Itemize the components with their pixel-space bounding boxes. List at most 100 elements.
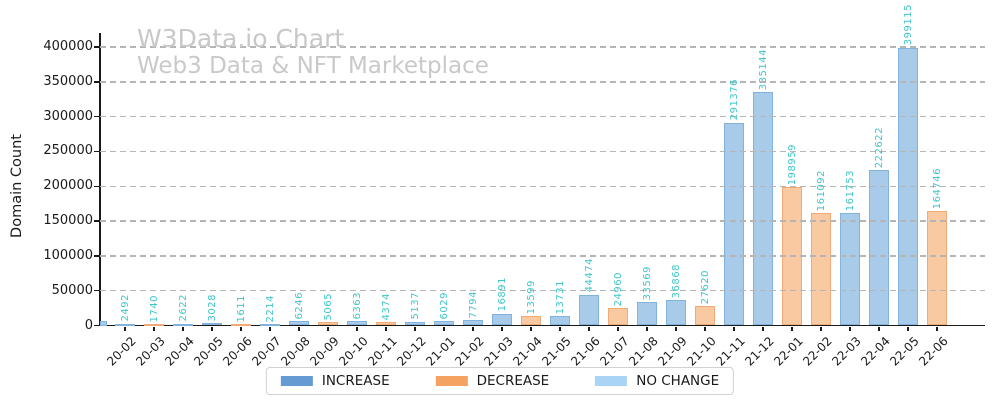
bar-value-label: 16891 [496,277,508,312]
x-tick-label: 21-06 [568,333,603,369]
y-tick-label: 350000 [43,73,93,89]
bar-22-06 [927,210,947,326]
bar-22-04 [869,170,889,326]
y-tick-mark [94,255,99,257]
bar-value-label: 27620 [699,269,711,305]
legend-swatch [595,376,628,386]
x-tick-label: 21-10 [684,333,719,369]
y-tick-label: 300000 [43,108,93,124]
bar-value-label: 6363 [351,291,363,320]
x-tick-mark [646,326,648,331]
x-tick-label: 20-02 [104,333,139,369]
x-tick-mark [298,326,300,331]
bar-20-04 [173,323,193,326]
bar-value-label: 44474 [583,258,595,293]
bar-value-label: 2492 [119,294,131,322]
bar-value-label: 1611 [235,294,247,323]
x-tick-label: 22-03 [829,333,864,369]
y-axis-spine [99,33,101,326]
gridline [100,150,985,153]
bar-value-label: 24960 [612,271,624,307]
bar-20-05 [202,323,222,326]
x-tick-label: 21-11 [713,333,748,369]
x-tick-mark [414,326,416,331]
x-tick-mark [762,326,764,331]
legend-label: NO CHANGE [636,373,720,389]
x-tick-label: 22-06 [916,333,951,369]
bar-21-11 [724,122,744,326]
x-tick-mark [936,326,938,331]
gridline [100,289,985,292]
x-axis-spine [99,324,985,327]
x-tick-mark [675,326,677,331]
x-tick-mark [820,326,822,331]
bar-value-label: 2622 [177,294,189,322]
bar-21-05 [550,315,570,326]
bar-21-09 [666,299,686,326]
bar-20-03 [144,324,164,327]
bar-20-08 [289,321,309,326]
bar-value-label: 5065 [322,292,334,320]
x-tick-mark [240,326,242,331]
bar-20-11 [376,322,396,326]
x-tick-label: 20-03 [133,333,168,369]
x-tick-mark [269,326,271,331]
x-tick-label: 20-10 [336,333,371,369]
x-tick-mark [878,326,880,331]
x-tick-label: 22-04 [858,333,893,369]
bar-value-label: 33569 [641,265,653,301]
bar-21-08 [637,302,657,326]
bar-value-label: 3028 [206,293,218,322]
x-tick-mark [472,326,474,331]
x-tick-label: 21-05 [539,333,574,369]
x-tick-mark [617,326,619,331]
bar-value-label: 335144 [757,48,769,91]
y-axis-title: Domain Count [9,134,25,238]
bar-21-06 [579,294,599,326]
bar-21-04 [521,316,541,326]
bar-20-09 [318,321,338,326]
bar-20-02 [115,323,135,326]
x-tick-label: 20-07 [249,333,284,369]
bar-value-label: 161753 [844,169,856,211]
y-tick-mark [94,115,99,118]
x-tick-label: 21-08 [626,333,661,369]
legend-item-no-change: NO CHANGE [595,373,719,389]
bar-20-07 [260,323,280,326]
x-tick-label: 21-04 [510,333,545,369]
bar-value-label: 5137 [409,292,421,320]
bar-22-02 [811,213,831,326]
y-tick-mark [94,220,99,222]
x-tick-label: 20-08 [278,333,313,369]
bar-20-10 [347,321,367,326]
y-tick-mark [94,46,99,48]
x-tick-mark [211,326,213,331]
y-tick-label: 50000 [51,282,93,298]
x-tick-mark [327,326,329,331]
clipped-edge-bar [100,320,107,326]
x-tick-mark [907,326,909,331]
bar-value-label: 6246 [293,291,305,320]
x-tick-mark [385,326,387,331]
bar-value-label: 198959 [786,143,798,185]
legend-item-increase: INCREASE [280,373,390,389]
y-tick-label: 100000 [43,247,93,263]
legend-item-decrease: DECREASE [435,373,549,389]
x-tick-label: 22-01 [771,333,806,369]
y-tick-mark [94,289,99,292]
y-tick-label: 400000 [43,39,93,54]
bar-21-12 [753,92,773,326]
x-tick-mark [530,326,532,331]
x-tick-label: 20-05 [191,333,226,369]
x-tick-mark [443,326,445,331]
bar-value-label: 399115 [902,4,914,46]
bar-21-01 [434,321,454,326]
y-tick-mark [94,324,99,327]
x-tick-mark [849,326,851,331]
bar-21-03 [492,313,512,326]
y-tick-mark [94,81,99,83]
gridline [100,81,985,83]
legend-label: INCREASE [321,373,390,389]
bar-value-label: 2214 [264,294,276,322]
